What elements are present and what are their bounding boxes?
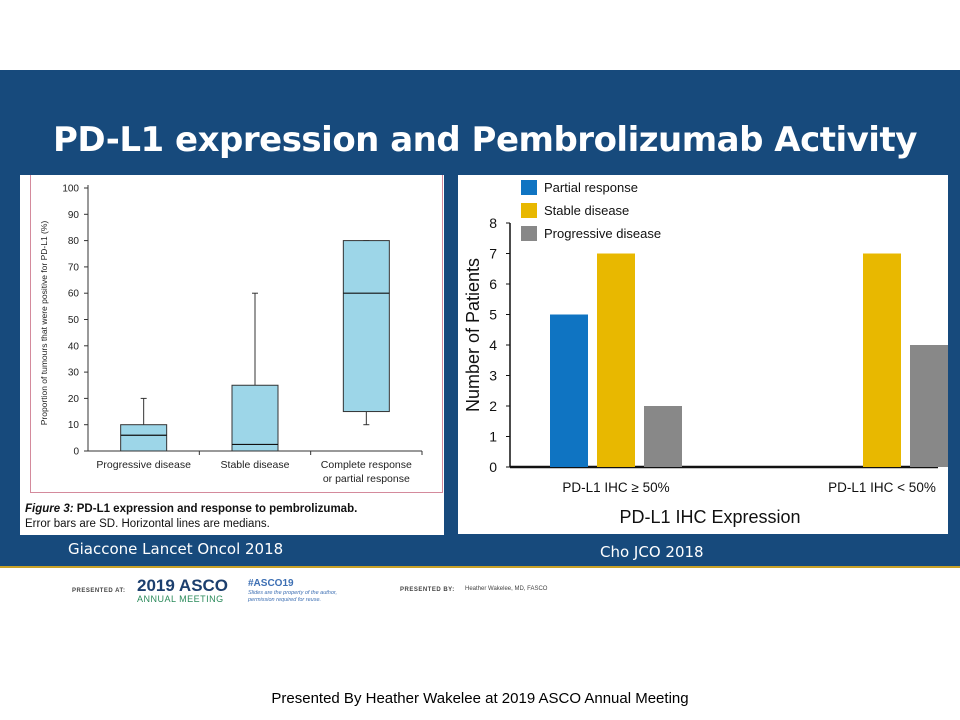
legend-swatch (521, 226, 537, 241)
box-y-tick-label: 40 (68, 341, 80, 352)
bar-y-tick-label: 6 (489, 276, 497, 292)
figure-caption: Figure 3: PD-L1 expression and response … (25, 502, 440, 532)
box-y-tick-label: 20 (68, 394, 80, 405)
box-y-tick-label: 60 (68, 289, 80, 300)
slides-property-note: Slides are the property of the author, p… (248, 590, 358, 604)
presented-at-label: PRESENTED AT: (72, 588, 126, 594)
box-y-tick-label: 90 (68, 210, 80, 221)
box-iqr (342, 240, 390, 413)
bar-y-axis-label: Number of Patients (463, 258, 483, 412)
box-y-tick-label: 50 (68, 315, 80, 326)
box-y-axis-label: Proportion of tumours that were positive… (39, 221, 49, 426)
bar-y-tick-label: 0 (489, 459, 497, 475)
bar-y-tick-label: 2 (489, 398, 497, 414)
left-source-label: Giaccone Lancet Oncol 2018 (68, 540, 284, 558)
figure-frame (30, 175, 443, 493)
bar-stable-disease (597, 253, 635, 467)
bar-y-tick-label: 1 (489, 429, 497, 445)
slides-note-line-2: permission required for reuse. (248, 597, 322, 603)
box-y-tick-label: 0 (73, 447, 79, 458)
caption-figure-label: Figure 3: (25, 503, 74, 515)
legend-swatch (521, 180, 537, 195)
box-y-tick-label: 10 (68, 420, 80, 431)
box-y-tick-label: 70 (68, 262, 80, 273)
caption-figure-title: PD-L1 expression and response to pembrol… (73, 503, 358, 515)
asco-logo-subtitle: ANNUAL MEETING (137, 594, 224, 604)
hashtag: #ASCO19 (248, 578, 294, 589)
legend-swatch (521, 203, 537, 218)
box-y-tick-label: 30 (68, 368, 80, 379)
left-chart-panel: 0 10 20 30 40 50 60 70 80 90 100 Progressive diseas… (20, 175, 444, 535)
box-x-tick-label: Stable disease (221, 459, 290, 471)
bar-y-tick-label: 3 (489, 368, 497, 384)
bar-y-tick-label: 7 (489, 246, 497, 262)
bar-y-tick-label: 8 (489, 215, 497, 231)
box-x-tick-label: or partial response (323, 473, 410, 485)
presenter-name: Heather Wakelee, MD, FASCO (465, 586, 548, 592)
caption-note: Error bars are SD. Horizontal lines are … (25, 518, 270, 530)
legend-label: Progressive disease (544, 226, 661, 241)
box-iqr (120, 424, 168, 452)
right-chart-panel: 0 1 2 3 4 5 6 7 8 PD-L1 IHC ≥ 50% PD-L1 IHC < 50% … (458, 175, 948, 534)
box-x-tick-label: Complete response (321, 459, 412, 471)
legend-label: Stable disease (544, 203, 629, 218)
divider-line (0, 566, 960, 568)
asco-logo-text: 2019 ASCO (137, 576, 229, 595)
bar-x-tick-label: PD-L1 IHC ≥ 50% (562, 480, 669, 495)
presented-by-label: PRESENTED BY: (400, 587, 455, 593)
box-x-tick-label: Progressive disease (96, 459, 191, 471)
slide-title: PD-L1 expression and Pembrolizumab Activ… (53, 120, 917, 160)
bar-chart-marks (550, 253, 948, 467)
legend-label: Partial response (544, 180, 638, 195)
bar-y-tick-label: 5 (489, 307, 497, 323)
box-plot-axes: 0 10 20 30 40 50 60 70 80 90 100 Progressive diseas… (62, 184, 423, 485)
right-source-label: Cho JCO 2018 (600, 543, 704, 561)
box-y-tick-label: 80 (68, 236, 80, 247)
bar-x-axis-label: PD-L1 IHC Expression (619, 507, 800, 527)
bar-chart-legend: Partial response Stable disease Progressiv… (521, 180, 661, 241)
bar-x-tick-label: PD-L1 IHC < 50% (828, 480, 936, 495)
box-iqr (231, 384, 279, 452)
box-plot: 0 10 20 30 40 50 60 70 80 90 100 Progressive diseas… (39, 184, 423, 485)
bottom-credit: Presented By Heather Wakelee at 2019 ASC… (271, 690, 689, 707)
bar-progressive-disease (644, 406, 682, 467)
bar-stable-disease (863, 253, 901, 467)
slides-note-line-1: Slides are the property of the author, (248, 590, 337, 596)
box-y-tick-label: 100 (62, 184, 79, 195)
box-plot-marks (120, 240, 390, 452)
bar-progressive-disease (910, 345, 948, 467)
bar-partial-response (550, 314, 588, 467)
bar-y-tick-label: 4 (489, 337, 497, 353)
